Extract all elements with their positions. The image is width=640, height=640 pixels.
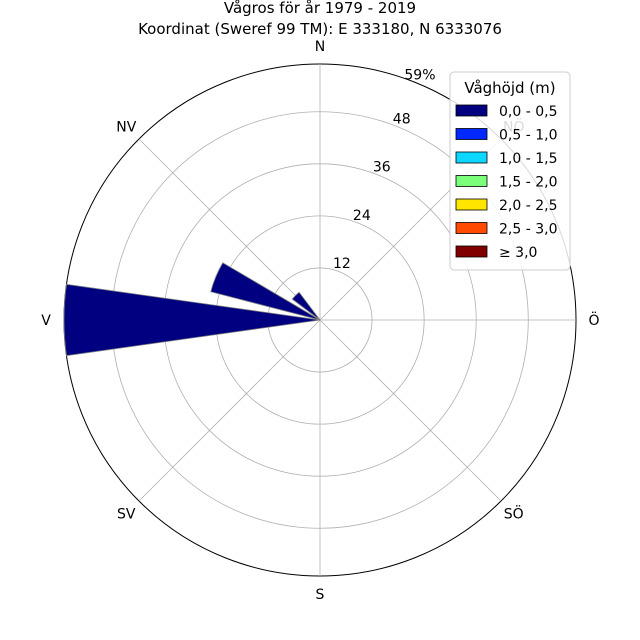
legend-swatch xyxy=(455,222,488,234)
radial-tick-labels: 12 24 36 48 59% xyxy=(333,67,436,271)
legend-swatch xyxy=(455,175,488,187)
direction-label: Ö xyxy=(588,311,599,329)
legend-swatch xyxy=(455,151,488,164)
legend: Våghöjd (m) 0,0 - 0,5 0,5 - 1,0 1,0 - 1,5 1… xyxy=(449,71,571,271)
chart-title: Vågros för år 1979 - 2019 xyxy=(224,0,416,17)
legend-label: 1,0 - 1,5 xyxy=(499,151,557,167)
legend-label: 0,0 - 0,5 xyxy=(499,104,557,120)
grid-spoke xyxy=(319,319,502,502)
radial-tick-label: 12 xyxy=(333,256,351,272)
direction-label: N xyxy=(315,39,325,55)
rose-bar xyxy=(63,283,321,357)
legend-swatch xyxy=(455,198,488,211)
grid-spoke xyxy=(138,138,321,321)
radial-tick-label: 36 xyxy=(373,160,391,176)
legend-label: 2,5 - 3,0 xyxy=(499,222,557,238)
radial-tick-label: 59% xyxy=(404,67,435,83)
legend-label: 2,0 - 2,5 xyxy=(499,198,557,214)
rose-bar xyxy=(291,291,321,321)
legend-title: Våghöjd (m) xyxy=(464,79,555,97)
chart-subtitle: Koordinat (Sweref 99 TM): E 333180, N 63… xyxy=(138,20,502,38)
direction-label: V xyxy=(41,313,51,329)
rose-bars xyxy=(63,262,321,357)
legend-label: 1,5 - 2,0 xyxy=(499,175,557,191)
legend-swatch xyxy=(455,245,488,258)
legend-box xyxy=(449,71,571,271)
legend-swatch xyxy=(455,104,488,117)
legend-label: 0,5 - 1,0 xyxy=(499,128,557,144)
legend-label: ≥ 3,0 xyxy=(499,245,537,261)
direction-label: NV xyxy=(116,119,136,135)
direction-label: S xyxy=(316,587,325,603)
radial-tick-label: 48 xyxy=(393,112,411,128)
legend-swatch xyxy=(455,128,488,140)
direction-label: SÖ xyxy=(504,505,524,523)
radial-tick-label: 24 xyxy=(353,208,371,224)
direction-label: SV xyxy=(117,507,136,523)
rose-bar xyxy=(210,262,321,321)
legend-items: 0,0 - 0,5 0,5 - 1,0 1,0 - 1,5 1,5 - 2,0 2,0 … xyxy=(455,104,557,261)
grid-spoke xyxy=(138,319,321,502)
